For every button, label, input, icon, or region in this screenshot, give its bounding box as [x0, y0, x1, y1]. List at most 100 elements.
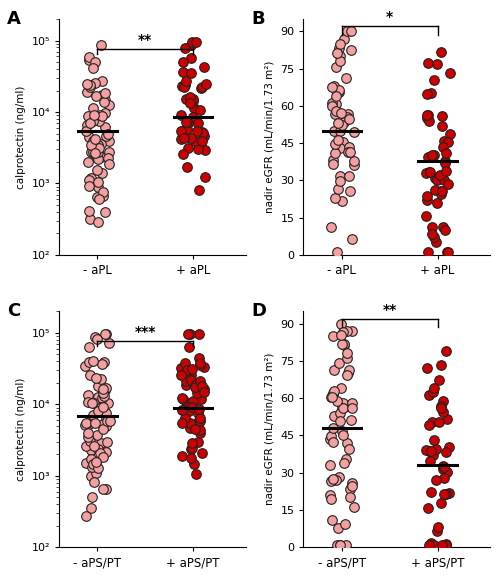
Point [187, 69, 195, 78]
Point [190, 103, 198, 112]
Point [92, 91, 100, 101]
Point [329, 389, 337, 398]
Point [90, 148, 98, 157]
Point [93, 430, 101, 439]
Point [192, 380, 200, 389]
Point [92, 457, 100, 467]
Point [430, 435, 438, 445]
Point [183, 398, 191, 408]
Point [330, 331, 338, 340]
Point [343, 438, 351, 448]
Point [330, 82, 338, 91]
Point [339, 328, 347, 337]
Point [91, 134, 99, 144]
Point [348, 478, 356, 488]
Point [186, 117, 194, 126]
Point [425, 117, 433, 126]
Point [179, 58, 187, 67]
Point [195, 330, 203, 339]
Point [336, 171, 344, 180]
Point [200, 145, 208, 154]
Point [426, 538, 434, 548]
Point [429, 450, 437, 460]
Point [328, 475, 336, 484]
Point [446, 130, 454, 139]
Point [329, 156, 337, 165]
Point [433, 60, 441, 69]
Point [94, 182, 102, 192]
Point [100, 97, 108, 107]
Point [428, 151, 436, 160]
Point [84, 419, 92, 428]
Point [428, 417, 436, 427]
Point [95, 401, 103, 411]
Point [82, 459, 90, 468]
Point [84, 397, 92, 406]
Point [336, 143, 344, 152]
Point [345, 171, 353, 181]
Point [184, 330, 192, 339]
Point [338, 383, 345, 393]
Point [440, 137, 448, 146]
Point [84, 157, 92, 167]
Point [178, 127, 186, 136]
Point [198, 382, 205, 391]
Point [184, 163, 192, 172]
Point [91, 78, 99, 87]
Point [94, 195, 102, 204]
Point [432, 185, 440, 195]
Point [87, 115, 95, 124]
Point [86, 83, 94, 92]
Point [438, 111, 446, 120]
Point [336, 87, 344, 97]
Point [198, 83, 206, 92]
Point [438, 142, 446, 152]
Point [104, 148, 112, 157]
Point [328, 423, 336, 433]
Point [430, 233, 438, 242]
Point [85, 358, 93, 367]
Point [90, 179, 98, 189]
Point [102, 408, 110, 417]
Point [186, 418, 194, 427]
Point [94, 140, 102, 149]
Point [187, 134, 195, 143]
Point [330, 127, 338, 136]
Point [90, 399, 98, 408]
Point [326, 434, 334, 443]
Point [192, 382, 200, 391]
Point [188, 371, 196, 380]
Point [186, 423, 194, 433]
Point [342, 540, 350, 549]
Point [86, 371, 94, 380]
Point [191, 424, 199, 434]
Point [99, 485, 107, 494]
Point [88, 399, 96, 408]
Point [193, 126, 201, 135]
Point [442, 447, 450, 456]
Point [96, 374, 104, 383]
Point [334, 472, 342, 482]
Point [346, 492, 354, 501]
Point [424, 152, 432, 162]
Point [435, 417, 443, 427]
Point [328, 82, 336, 91]
Point [438, 499, 446, 508]
Point [200, 387, 208, 397]
Point [196, 360, 204, 369]
Point [336, 319, 344, 328]
Point [336, 176, 344, 185]
Point [422, 196, 430, 205]
Point [338, 120, 346, 129]
Point [422, 113, 430, 122]
Point [84, 111, 92, 120]
Point [345, 445, 353, 454]
Point [198, 136, 206, 145]
Point [347, 27, 355, 36]
Point [178, 111, 186, 120]
Point [346, 147, 354, 156]
Point [427, 487, 435, 496]
Point [328, 391, 336, 400]
Point [102, 448, 110, 457]
Point [344, 365, 352, 375]
